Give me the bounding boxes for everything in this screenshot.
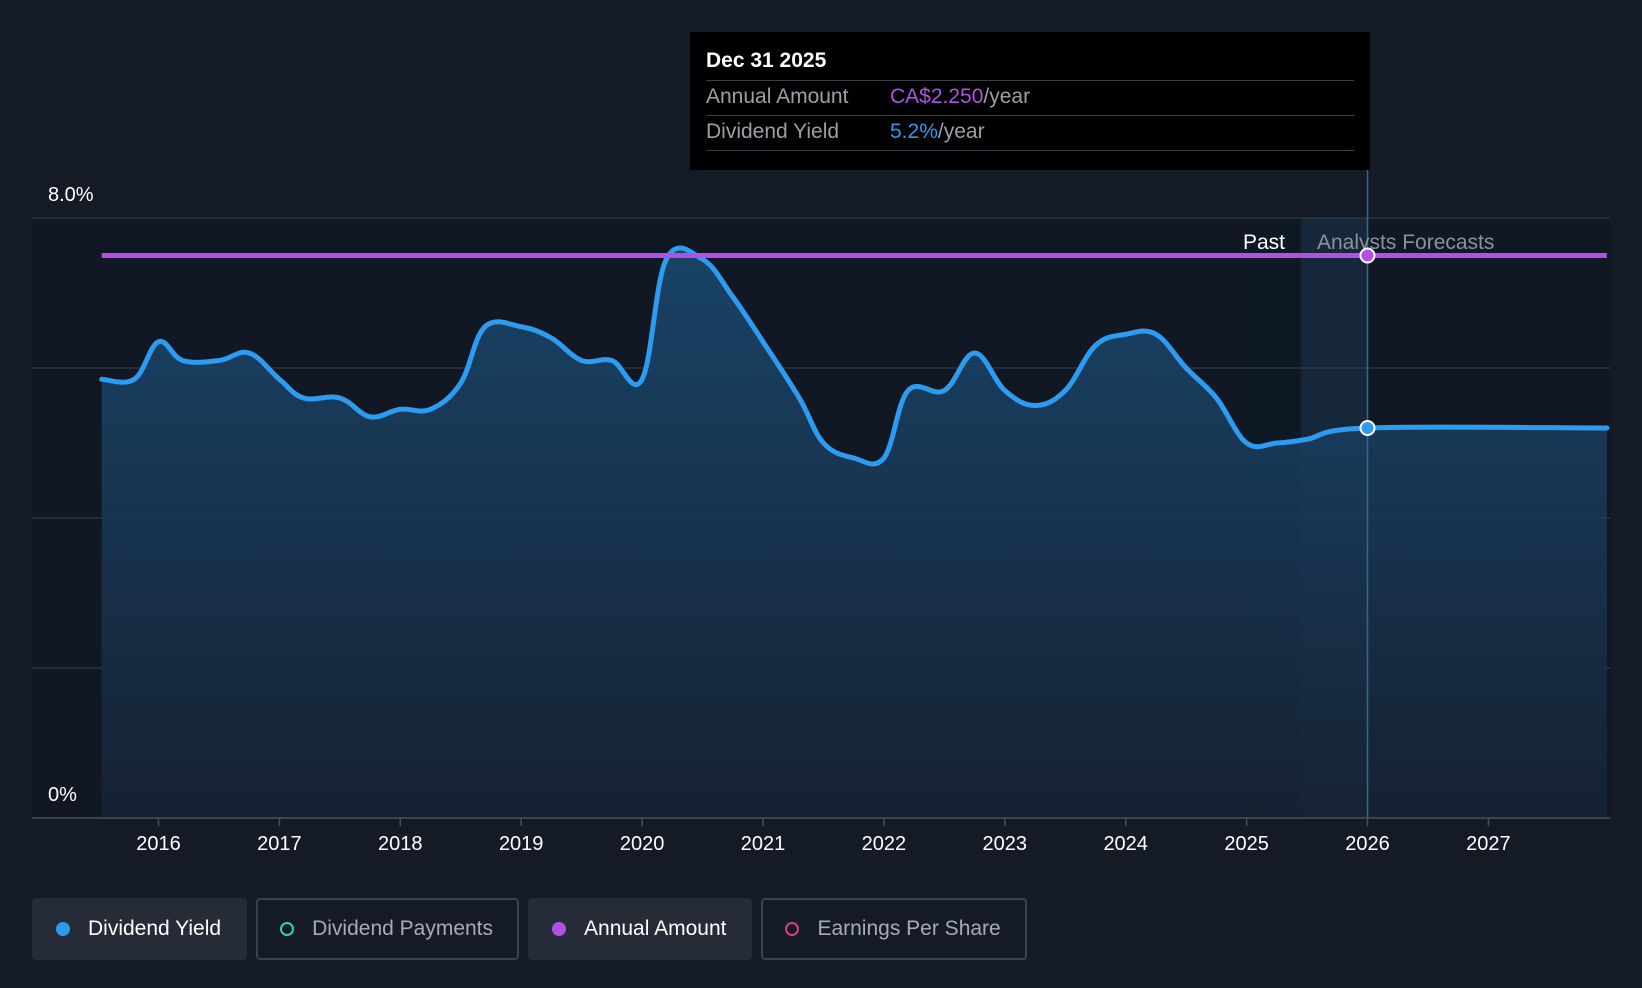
legend: Dividend Yield Dividend Payments Annual …	[32, 898, 1027, 960]
tooltip-dividend-yield-label: Dividend Yield	[706, 120, 840, 143]
x-tick-label: 2027	[1466, 833, 1511, 855]
tooltip-dividend-yield-value: 5.2%	[890, 120, 938, 143]
x-tick-label: 2019	[499, 833, 544, 855]
annual-amount-point[interactable]	[1359, 247, 1376, 264]
x-tick-label: 2023	[983, 833, 1028, 855]
x-tick-label: 2026	[1345, 833, 1390, 855]
tooltip-annual-amount-label: Annual Amount	[706, 85, 849, 108]
tooltip-dividend-yield-unit: /year	[937, 120, 985, 143]
x-tick-label: 2021	[741, 833, 786, 855]
legend-label: Earnings Per Share	[817, 917, 1001, 940]
tooltip-row-annual-amount: Annual Amount CA$2.250 /year	[706, 81, 1354, 116]
forecast-label: Analysts Forecasts	[1317, 231, 1494, 254]
dividend-yield-dot-icon	[56, 922, 70, 936]
legend-label: Dividend Yield	[88, 917, 222, 940]
x-tick-label: 2022	[862, 833, 907, 855]
x-tick-label: 2017	[257, 833, 302, 855]
dividend-payments-ring-icon	[280, 922, 295, 936]
legend-dividend-yield[interactable]: Dividend Yield	[32, 898, 248, 960]
tooltip-annual-amount-value: CA$2.250	[890, 85, 984, 108]
earnings-per-share-ring-icon	[785, 922, 800, 936]
annual-amount-dot-icon	[552, 922, 567, 936]
tooltip-date: Dec 31 2025	[706, 46, 1354, 81]
x-tick-label: 2025	[1224, 833, 1269, 855]
x-tick-label: 2016	[136, 833, 181, 855]
legend-earnings-per-share[interactable]: Earnings Per Share	[761, 898, 1027, 960]
x-tick-label: 2024	[1103, 833, 1148, 855]
x-ticks: 2016 2017 2018 2019 2020 2021 2022 2023 2024 2025…	[136, 818, 1511, 855]
dividend-yield-point[interactable]	[1359, 420, 1376, 436]
tooltip: Dec 31 2025 Annual Amount CA$2.250 /year…	[690, 32, 1370, 170]
tooltip-row-dividend-yield: Dividend Yield 5.2% /year	[706, 116, 1354, 151]
legend-annual-amount[interactable]: Annual Amount	[528, 898, 753, 960]
tooltip-annual-amount-unit: /year	[983, 85, 1031, 108]
y-tick-label-top: 8.0%	[48, 184, 94, 206]
y-tick-label-bottom: 0%	[48, 784, 77, 806]
legend-dividend-payments[interactable]: Dividend Payments	[256, 898, 520, 960]
x-tick-label: 2020	[620, 833, 665, 855]
x-tick-label: 2018	[378, 833, 423, 855]
legend-label: Annual Amount	[584, 917, 727, 940]
past-label: Past	[1243, 231, 1285, 254]
yield-area	[101, 247, 1607, 818]
yield-line	[99, 245, 1610, 467]
legend-label: Dividend Payments	[312, 917, 494, 940]
